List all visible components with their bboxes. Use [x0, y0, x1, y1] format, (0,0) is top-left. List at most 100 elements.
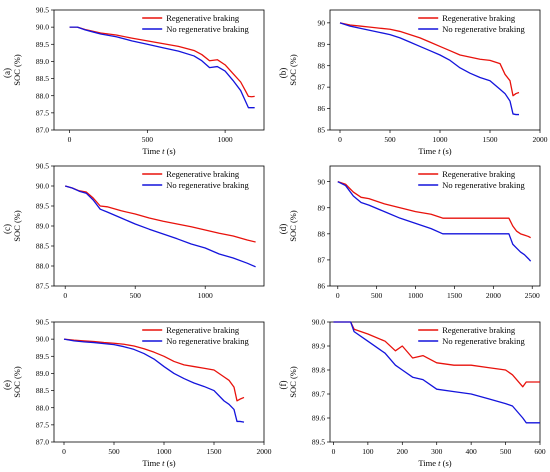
y-tick-label: 88.5	[36, 74, 49, 83]
y-tick-label: 89.5	[36, 40, 49, 49]
y-tick-label: 89.9	[312, 342, 325, 351]
y-tick-label: 87	[318, 256, 326, 265]
chart-panel-1: 0 500 1000 87.0 87.5 88.0 88.5 89.0 89.5 90.0 90.5…	[2, 6, 265, 156]
series-line-regenerative	[63, 338, 245, 402]
chart-panel-2: 0 500 1000 1500 2000 85 86 87 88 89 90 Time t (s) SO…	[278, 9, 548, 156]
x-tick-label: 2000	[486, 291, 501, 300]
y-tick-label: 87.0	[36, 126, 49, 135]
legend-label: No regenerative braking	[442, 24, 525, 34]
y-tick-label: 89.6	[312, 414, 325, 423]
x-axis-label: Time t (s)	[418, 146, 451, 156]
x-axis-label: Time t (s)	[418, 458, 451, 468]
y-tick-label: 89	[318, 40, 326, 49]
legend-label: No regenerative braking	[442, 336, 525, 346]
y-axis-label: SOC (%)	[12, 366, 22, 398]
y-tick-label: 90.5	[36, 6, 49, 15]
plot-frame	[329, 165, 541, 287]
y-tick-label: 89.5	[36, 202, 49, 211]
plot-frame	[329, 9, 541, 131]
y-tick-label: 88.0	[36, 262, 49, 271]
series-line-no-regenerative	[63, 338, 245, 423]
y-tick-label: 85	[318, 126, 326, 135]
series-line-no-regenerative	[339, 22, 519, 116]
x-tick-label: 500	[108, 447, 120, 456]
y-tick-label: 87.0	[36, 438, 49, 447]
x-tick-label: 500	[500, 447, 512, 456]
chart-panel-5: 0 500 1000 1500 2000 87.0 87.5 88.0 88.5 89.0 89.5…	[2, 318, 272, 468]
y-tick-label: 88.5	[36, 242, 49, 251]
x-tick-label: 2500	[525, 291, 540, 300]
y-tick-label: 87.5	[36, 108, 49, 117]
y-tick-label: 90.0	[36, 182, 49, 191]
y-tick-label: 89.0	[36, 57, 49, 66]
y-axis-label: SOC (%)	[12, 210, 22, 242]
y-tick-label: 90	[318, 18, 326, 27]
y-tick-label: 87.5	[36, 282, 49, 291]
y-tick-label: 89.5	[36, 352, 49, 361]
x-tick-label: 500	[371, 291, 383, 300]
y-tick-label: 89.5	[312, 438, 325, 447]
y-tick-label: 88.5	[36, 386, 49, 395]
legend-label: Regenerative braking	[166, 169, 240, 179]
x-tick-label: 1000	[157, 447, 172, 456]
x-tick-label: 1000	[433, 135, 448, 144]
x-tick-label: 0	[62, 447, 66, 456]
y-tick-label: 90.0	[36, 23, 49, 32]
y-axis-label: SOC (%)	[288, 54, 298, 86]
chart-panel-3: 0 500 1000 87.5 88.0 88.5 89.0 89.5 90.0 90.5 SOC …	[2, 162, 265, 300]
x-tick-label: 1000	[198, 291, 213, 300]
x-tick-label: 1000	[218, 135, 233, 144]
panel-label: (c)	[2, 224, 12, 234]
legend-label: No regenerative braking	[166, 336, 249, 346]
y-tick-label: 86	[318, 104, 326, 113]
x-tick-label: 600	[534, 447, 546, 456]
panel-label: (e)	[2, 380, 12, 390]
x-tick-label: 0	[336, 291, 340, 300]
y-tick-label: 90.0	[312, 318, 325, 327]
y-tick-label: 90.0	[36, 335, 49, 344]
series-line-regenerative	[69, 26, 255, 98]
series-line-regenerative	[65, 185, 256, 243]
y-tick-label: 90	[318, 177, 326, 186]
panel-label: (d)	[278, 224, 288, 235]
y-tick-label: 90.5	[36, 318, 49, 327]
y-tick-label: 89.0	[36, 369, 49, 378]
x-tick-label: 1000	[408, 291, 423, 300]
panel-label: (a)	[2, 68, 12, 78]
legend-label: Regenerative braking	[166, 13, 240, 23]
x-tick-label: 1500	[483, 135, 498, 144]
y-axis-label: SOC (%)	[288, 210, 298, 242]
chart-panel-6: 0 100 200 300 400 500 600 89.5 89.6 89.7 89.8 89.9 9…	[278, 318, 546, 468]
y-tick-label: 88	[318, 61, 326, 70]
y-tick-label: 88.0	[36, 403, 49, 412]
y-tick-label: 89.0	[36, 222, 49, 231]
y-axis-label: SOC (%)	[288, 366, 298, 398]
x-axis-label: Time t (s)	[142, 146, 175, 156]
legend-label: No regenerative braking	[166, 180, 249, 190]
legend-label: No regenerative braking	[166, 24, 249, 34]
x-tick-label: 1500	[447, 291, 462, 300]
series-line-no-regenerative	[333, 321, 540, 424]
x-tick-label: 500	[130, 291, 142, 300]
x-tick-label: 400	[466, 447, 478, 456]
plot-frame	[53, 9, 265, 131]
x-tick-label: 1500	[207, 447, 222, 456]
series-line-regenerative	[339, 22, 520, 97]
x-tick-label: 200	[397, 447, 409, 456]
x-tick-label: 2000	[533, 135, 548, 144]
y-tick-label: 89.7	[312, 390, 325, 399]
x-axis-label: Time t (s)	[142, 458, 175, 468]
x-tick-label: 2000	[257, 447, 272, 456]
y-tick-label: 89.8	[312, 366, 325, 375]
legend-label: Regenerative braking	[166, 325, 240, 335]
x-tick-label: 500	[384, 135, 396, 144]
y-tick-label: 88	[318, 229, 326, 238]
y-tick-label: 90.5	[36, 162, 49, 171]
y-tick-label: 87	[318, 83, 326, 92]
x-tick-label: 0	[68, 135, 72, 144]
panel-label: (f)	[278, 381, 288, 390]
panel-label: (b)	[278, 68, 288, 79]
y-tick-label: 86	[318, 282, 326, 291]
x-tick-label: 300	[431, 447, 443, 456]
